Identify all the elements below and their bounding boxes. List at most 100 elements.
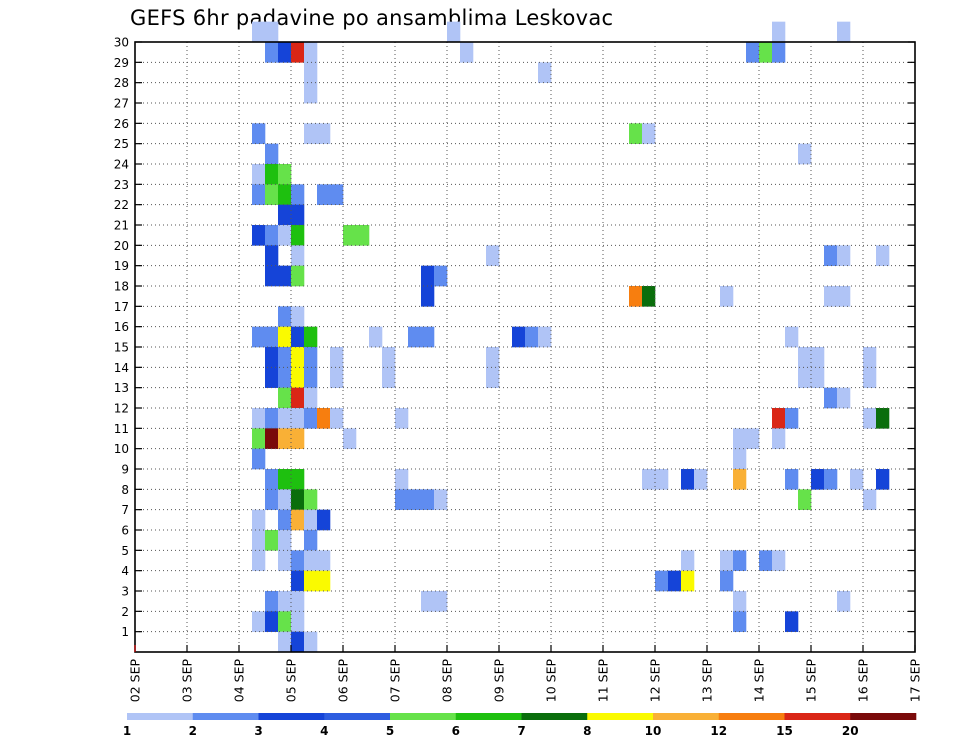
heatmap-cell bbox=[291, 347, 305, 368]
heatmap-cell bbox=[811, 347, 825, 368]
heatmap-cell bbox=[304, 326, 318, 348]
heatmap-cell bbox=[772, 428, 786, 449]
heatmap-cell bbox=[252, 326, 266, 348]
heatmap-cell bbox=[395, 408, 409, 429]
heatmap-cell bbox=[265, 21, 279, 43]
colorbar-swatch bbox=[653, 713, 720, 720]
heatmap-cell bbox=[876, 408, 890, 429]
y-tick-label: 22 bbox=[114, 198, 129, 212]
x-tick-label: 11 SEP bbox=[596, 659, 611, 703]
heatmap-cell bbox=[317, 509, 331, 531]
y-tick-label: 17 bbox=[114, 300, 129, 314]
y-tick-label: 2 bbox=[121, 605, 129, 619]
heatmap-cell bbox=[733, 469, 747, 490]
heatmap-cell bbox=[278, 184, 292, 205]
heatmap-cell bbox=[291, 367, 305, 388]
heatmap-cell bbox=[759, 550, 773, 571]
y-tick-label: 25 bbox=[114, 137, 129, 151]
heatmap-cell bbox=[837, 387, 851, 409]
x-axis-ticks: 02 SEP 03 SEP 04 SEP 05 SEP 06 SEP 07 SEP 08 S… bbox=[128, 645, 923, 702]
colorbar-label: 6 bbox=[452, 724, 460, 738]
heatmap-cell bbox=[278, 164, 292, 185]
heatmap-cell bbox=[265, 469, 279, 490]
heatmap-cell bbox=[265, 225, 279, 246]
x-tick-label: 10 SEP bbox=[544, 659, 559, 703]
heatmap-cell bbox=[304, 408, 318, 429]
heatmap-cell bbox=[252, 509, 266, 531]
colorbar-swatch bbox=[127, 713, 194, 720]
heatmap-cell bbox=[395, 469, 409, 490]
heatmap-cell bbox=[655, 469, 669, 490]
heatmap-cell bbox=[759, 42, 773, 63]
heatmap-cell bbox=[304, 550, 318, 571]
heatmap-cell bbox=[291, 631, 305, 653]
heatmap-cell bbox=[278, 265, 292, 287]
heatmap-cell bbox=[252, 408, 266, 429]
heatmap-cell bbox=[291, 326, 305, 348]
x-tick-label: 07 SEP bbox=[388, 659, 403, 703]
heatmap-cell bbox=[265, 42, 279, 63]
x-tick-label: 09 SEP bbox=[492, 659, 507, 703]
y-tick-label: 16 bbox=[114, 320, 129, 334]
y-tick-label: 28 bbox=[114, 76, 129, 90]
heatmap-cell bbox=[343, 428, 357, 449]
heatmap-cell bbox=[278, 387, 292, 409]
heatmap-cell bbox=[278, 42, 292, 63]
heatmap-cell bbox=[278, 204, 292, 226]
heatmap-cell bbox=[291, 509, 305, 531]
heatmap-cell bbox=[291, 245, 305, 266]
y-tick-label: 8 bbox=[121, 483, 129, 497]
heatmap-cell bbox=[252, 428, 266, 449]
heatmap-cell bbox=[395, 489, 409, 510]
heatmap-cell bbox=[421, 326, 435, 348]
y-axis-ticks: 1234567891011121314151617181920212223242… bbox=[114, 36, 915, 639]
y-tick-label: 23 bbox=[114, 178, 129, 192]
heatmap-cell bbox=[720, 286, 734, 307]
grid-layer bbox=[135, 41, 915, 652]
heatmap-cell bbox=[291, 387, 305, 409]
heatmap-cell bbox=[278, 326, 292, 348]
y-tick-label: 13 bbox=[114, 381, 129, 395]
heatmap-cell bbox=[798, 489, 812, 510]
heatmap-cell bbox=[434, 265, 448, 287]
heatmap-cell bbox=[304, 530, 318, 551]
x-tick-label: 05 SEP bbox=[284, 659, 299, 703]
heatmap-cell bbox=[824, 387, 838, 409]
heatmap-cell bbox=[304, 62, 318, 83]
heatmap-cell bbox=[291, 489, 305, 510]
colorbar-label: 7 bbox=[517, 724, 525, 738]
y-tick-label: 1 bbox=[121, 625, 129, 639]
x-tick-label: 14 SEP bbox=[752, 659, 767, 703]
heatmap-cell bbox=[486, 367, 500, 388]
heatmap-cell bbox=[252, 21, 266, 43]
heatmap-cell bbox=[252, 225, 266, 246]
heatmap-cell bbox=[837, 245, 851, 266]
heatmap-cell bbox=[265, 367, 279, 388]
heatmap-cell bbox=[291, 42, 305, 63]
heatmap-cell bbox=[720, 550, 734, 571]
heatmap-cell bbox=[655, 570, 669, 592]
colorbar-label: 15 bbox=[776, 724, 793, 738]
heatmap-cell bbox=[343, 225, 357, 246]
heatmap-cell bbox=[421, 489, 435, 510]
heatmap-cell bbox=[785, 611, 799, 632]
colorbar-swatch bbox=[521, 713, 588, 720]
heatmap-cell bbox=[434, 489, 448, 510]
heatmap-cell bbox=[278, 591, 292, 612]
colorbar-label: 8 bbox=[583, 724, 591, 738]
heatmap-cell bbox=[642, 469, 656, 490]
x-tick-label: 15 SEP bbox=[804, 659, 819, 703]
y-tick-label: 21 bbox=[114, 219, 129, 233]
heatmap-cell bbox=[382, 367, 396, 388]
colorbar-label: 3 bbox=[254, 724, 262, 738]
colorbar-swatch bbox=[390, 713, 457, 720]
colorbar-swatch bbox=[455, 713, 522, 720]
y-tick-label: 5 bbox=[121, 544, 129, 558]
heatmap-cell bbox=[681, 469, 695, 490]
heatmap-cell bbox=[538, 62, 552, 83]
heatmap-cell bbox=[304, 509, 318, 531]
heatmap-cell bbox=[317, 123, 331, 144]
heatmap-cell bbox=[642, 123, 656, 144]
heatmap-cell bbox=[291, 408, 305, 429]
heatmap-cell bbox=[252, 448, 266, 470]
